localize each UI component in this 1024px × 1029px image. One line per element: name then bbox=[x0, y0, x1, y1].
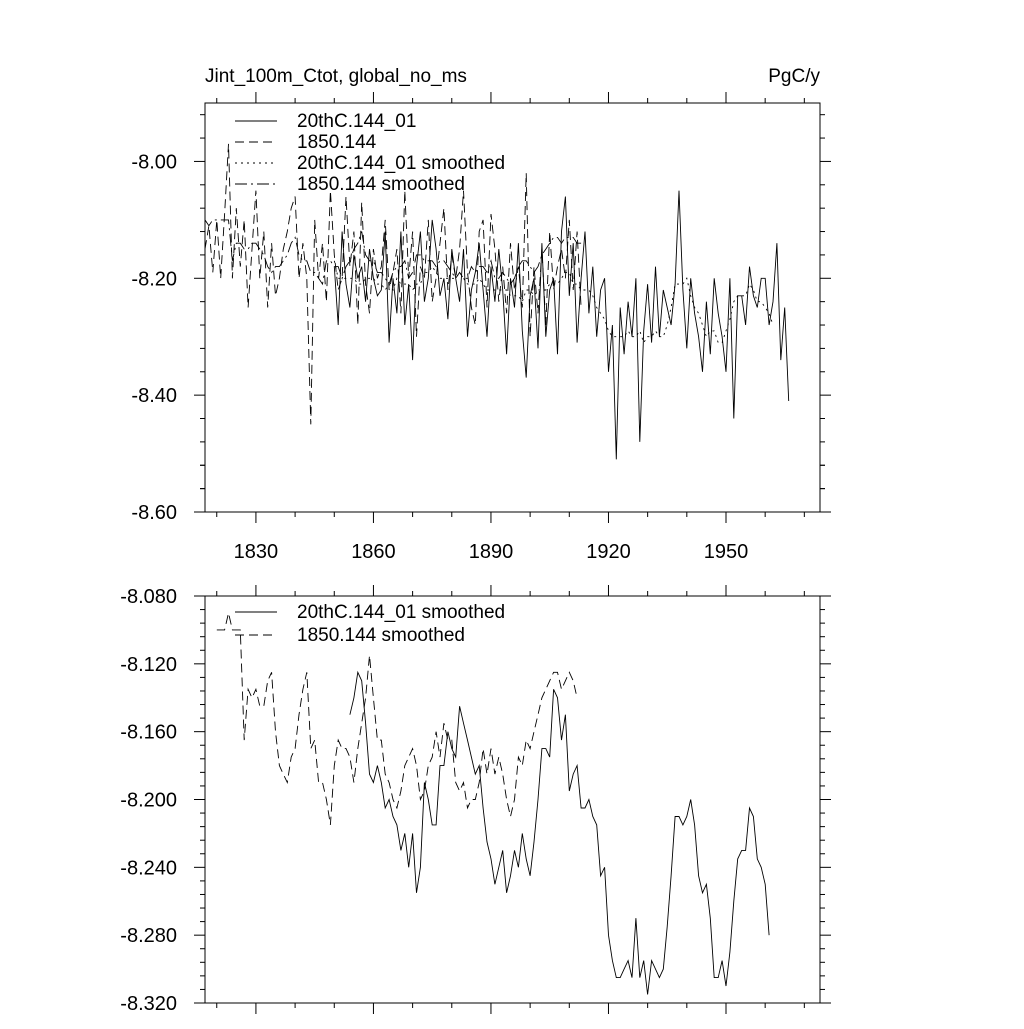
series-line-20thc-144-01 bbox=[333, 190, 790, 460]
y-tick-label: -8.320 bbox=[120, 993, 177, 1015]
plot-frame bbox=[204, 595, 821, 1004]
y-tick-label: -8.120 bbox=[120, 654, 177, 676]
bottom-panel: -8.080 -8.120 -8.160 -8.200 -8.240 -8.280 -8.3… bbox=[120, 585, 831, 1015]
top-title-right: PgC/y bbox=[768, 66, 820, 87]
series-line-1850-144 bbox=[205, 143, 582, 425]
top-title-left: Jint_100m_Ctot, global_no_ms bbox=[205, 66, 467, 87]
y-tick-label: -8.60 bbox=[131, 502, 177, 524]
x-tick-label: 1920 bbox=[586, 541, 631, 563]
y-tick-label: -8.280 bbox=[120, 925, 177, 947]
y-tick-label: -8.00 bbox=[131, 151, 177, 173]
legend-label: 1850.144 bbox=[297, 132, 377, 153]
y-tick-label: -8.240 bbox=[120, 857, 177, 879]
y-tick-label: -8.160 bbox=[120, 722, 177, 744]
legend-label: 20thC.144_01 bbox=[297, 111, 416, 132]
legend-label: 1850.144 smoothed bbox=[297, 174, 465, 195]
legend-label: 20thC.144_01 smoothed bbox=[297, 602, 505, 623]
y-tick-label: -8.080 bbox=[120, 586, 177, 608]
y-tick-label: -8.200 bbox=[120, 790, 177, 812]
y-tick-label: -8.40 bbox=[131, 385, 177, 407]
series-line-20thc-144-01-smoothed bbox=[349, 670, 770, 995]
plot-frame bbox=[204, 102, 821, 513]
series-line-20thc-144-01-smoothed bbox=[333, 260, 774, 344]
x-tick-label: 1830 bbox=[234, 541, 279, 563]
x-tick-label: 1950 bbox=[704, 541, 749, 563]
x-tick-label: 1860 bbox=[351, 541, 396, 563]
legend-label: 1850.144 smoothed bbox=[297, 625, 465, 646]
series-line-1850-144-smoothed bbox=[216, 612, 578, 825]
y-tick-label: -8.20 bbox=[131, 268, 177, 290]
legend-label: 20thC.144_01 smoothed bbox=[297, 153, 505, 174]
x-tick-label: 1890 bbox=[469, 541, 514, 563]
series-line-1850-144-smoothed bbox=[205, 219, 582, 286]
top-panel: 1830 1860 1890 1920 1950 -8.00 -8.20 -8.40 -8.60… bbox=[131, 92, 831, 563]
